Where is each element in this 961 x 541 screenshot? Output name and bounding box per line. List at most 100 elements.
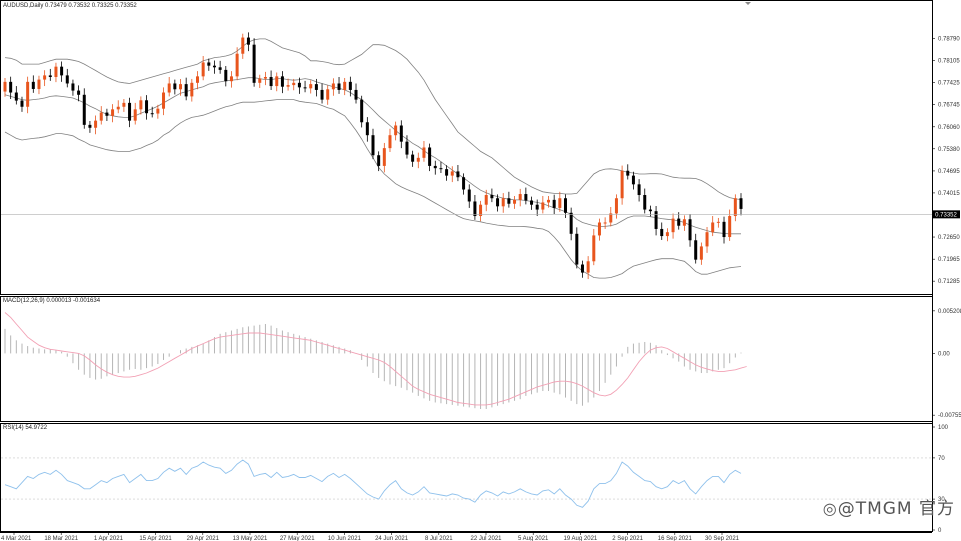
macd-tick-label: 0.005208 — [938, 309, 961, 315]
candle-down — [677, 218, 681, 226]
date-tick-label: 24 Jun 2021 — [375, 536, 409, 541]
candle-down — [31, 81, 35, 89]
candle-down — [88, 124, 92, 128]
price-tick-label: 0.76745 — [938, 103, 960, 109]
candle-down — [360, 99, 364, 123]
rsi-line — [4, 459, 742, 508]
current-price-box — [933, 210, 960, 219]
candle-down — [569, 212, 573, 234]
candle-down — [433, 165, 437, 169]
date-tick-label: 18 Mar 2021 — [44, 536, 78, 541]
candle-down — [439, 168, 443, 170]
candle-down — [314, 84, 318, 90]
candle-up — [513, 199, 517, 204]
date-tick-label: 29 Apr 2021 — [187, 536, 220, 541]
candle-down — [365, 122, 369, 136]
candle-down — [399, 125, 403, 142]
candle-down — [354, 89, 358, 100]
candle-up — [54, 66, 58, 78]
date-tick-label: 22 Jul 2021 — [470, 536, 502, 541]
candle-up — [603, 222, 607, 224]
macd-axis-ticks: 0.005208 0.00 -0.007555 — [932, 309, 961, 419]
candle-up — [195, 76, 199, 83]
candle-up — [518, 194, 522, 200]
watermark: ◎@TMGM 官方 — [823, 494, 955, 519]
date-tick-label: 10 Jun 2021 — [328, 536, 362, 541]
macd-signal-path — [4, 312, 747, 406]
band-middle-line — [4, 77, 741, 235]
candle-down — [694, 240, 698, 260]
candle-down — [643, 195, 647, 210]
candle-down — [218, 67, 222, 70]
candle-down — [563, 198, 567, 213]
candle-up — [326, 89, 330, 100]
macd-panel-frame — [0, 296, 933, 422]
candle-up — [620, 170, 624, 199]
candle-up — [99, 112, 103, 121]
candle-up — [450, 171, 454, 176]
candle-up — [286, 85, 290, 87]
price-tick-label: 0.74015 — [938, 191, 960, 197]
rsi-axis-ticks: 100 70 30 0 — [1, 425, 949, 534]
candle-up — [699, 246, 703, 260]
date-tick-label: 19 Aug 2021 — [564, 536, 598, 541]
date-tick-label: 16 Sep 2021 — [658, 536, 693, 541]
candle-down — [507, 198, 511, 204]
chart-shift-marker-icon[interactable] — [745, 2, 751, 5]
candle-up — [26, 81, 30, 107]
candle-down — [530, 200, 534, 205]
band-lower-line — [4, 99, 742, 279]
macd-tick-label: 0.00 — [938, 351, 950, 357]
candle-down — [648, 209, 652, 212]
price-tick-label: 0.74695 — [938, 169, 960, 175]
candle-up — [235, 53, 239, 77]
candle-down — [575, 233, 579, 265]
rsi-tick-label: 70 — [938, 456, 945, 462]
candle-up — [388, 135, 392, 149]
candle-up — [711, 222, 715, 233]
candle-down — [631, 175, 635, 185]
candle-up — [94, 120, 98, 128]
candle-up — [479, 204, 483, 217]
price-tick-label: 0.75380 — [938, 147, 960, 153]
candle-up — [547, 199, 551, 203]
candle-up — [37, 79, 41, 89]
candle-down — [524, 194, 528, 201]
candle-down — [739, 198, 743, 209]
macd-histogram — [4, 323, 742, 410]
candle-up — [116, 106, 120, 110]
candle-down — [377, 155, 381, 166]
price-tick-label: 0.71285 — [938, 279, 960, 285]
candle-up — [3, 81, 7, 92]
candle-down — [207, 62, 211, 66]
main-chart-title: AUDUSD,Daily 0.73479 0.73532 0.73325 0.7… — [3, 3, 137, 9]
candle-up — [558, 198, 562, 208]
candle-down — [128, 102, 132, 121]
candle-up — [671, 218, 675, 233]
candle-down — [428, 147, 432, 166]
rsi-tick-label: 100 — [938, 425, 949, 431]
candle-up — [179, 84, 183, 90]
candle-down — [65, 75, 69, 84]
candle-up — [682, 219, 686, 226]
watermark-text: @TMGM 官方 — [837, 499, 955, 519]
candle-down — [280, 76, 284, 87]
candle-down — [371, 135, 375, 156]
price-tick-label: 0.71965 — [938, 257, 960, 263]
main-panel-frame — [0, 0, 933, 295]
date-axis-ticks: 4 Mar 2021 18 Mar 2021 1 Apr 2021 15 Apr 20… — [0, 532, 932, 541]
candle-down — [184, 84, 188, 97]
candle-up — [541, 202, 545, 210]
circle-logo-icon: ◎ — [822, 499, 838, 518]
candle-down — [105, 112, 109, 116]
candle-down — [320, 89, 324, 100]
candle-up — [484, 195, 488, 205]
candle-up — [122, 102, 126, 107]
price-tick-label: 0.77425 — [938, 81, 960, 87]
rsi-tick-label: 30 — [938, 497, 945, 503]
candle-up — [609, 213, 613, 223]
candle-up — [201, 62, 205, 77]
date-tick-label: 1 Apr 2021 — [94, 536, 124, 541]
date-tick-label: 30 Sep 2021 — [705, 536, 740, 541]
